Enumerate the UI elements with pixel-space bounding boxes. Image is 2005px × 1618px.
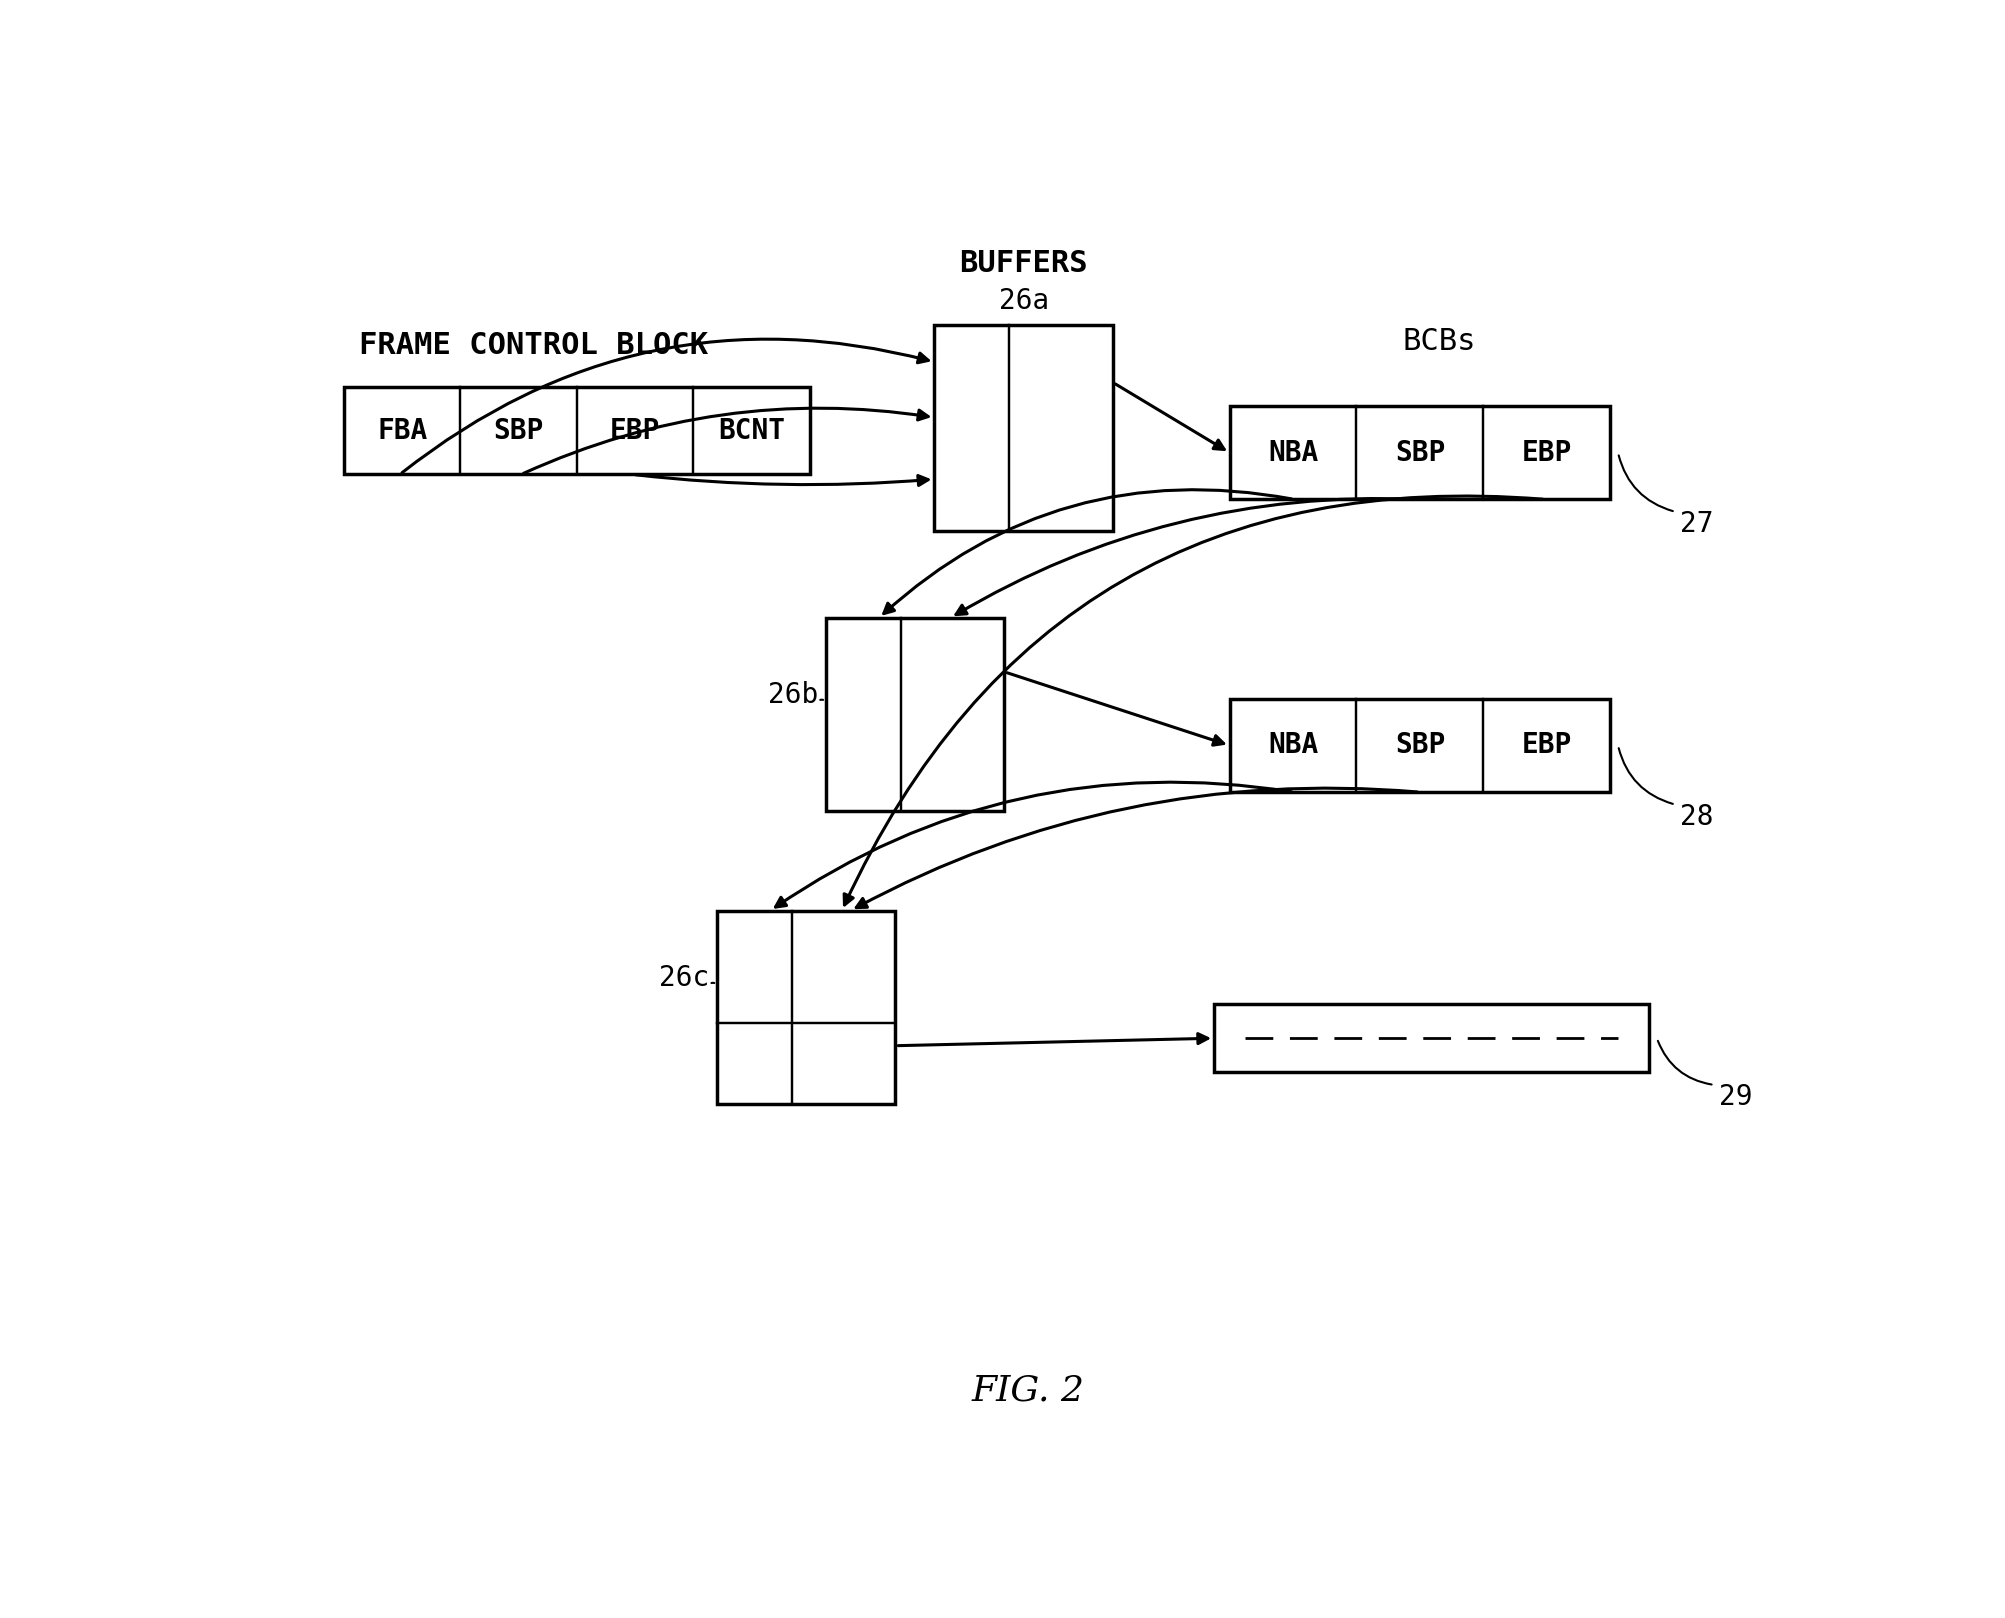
Bar bbox=[1229, 699, 1610, 793]
Text: NBA: NBA bbox=[1267, 438, 1317, 466]
Bar bbox=[934, 325, 1113, 531]
Text: FIG. 2: FIG. 2 bbox=[970, 1374, 1085, 1408]
Text: EBP: EBP bbox=[610, 417, 660, 445]
Text: NBA: NBA bbox=[1267, 731, 1317, 759]
Bar bbox=[826, 618, 1005, 811]
Bar bbox=[1215, 1003, 1648, 1073]
Text: BCNT: BCNT bbox=[718, 417, 786, 445]
Text: BUFFERS: BUFFERS bbox=[958, 249, 1089, 278]
Text: 26a: 26a bbox=[998, 286, 1049, 316]
Text: BCBs: BCBs bbox=[1401, 327, 1476, 356]
Text: 28: 28 bbox=[1680, 803, 1714, 832]
Bar bbox=[1229, 406, 1610, 500]
Text: 26c: 26c bbox=[660, 964, 710, 992]
Text: FRAME CONTROL BLOCK: FRAME CONTROL BLOCK bbox=[359, 330, 708, 359]
Text: SBP: SBP bbox=[1395, 731, 1446, 759]
Text: 29: 29 bbox=[1718, 1084, 1752, 1112]
Text: SBP: SBP bbox=[1395, 438, 1446, 466]
Text: EBP: EBP bbox=[1522, 731, 1572, 759]
Text: 26b: 26b bbox=[768, 681, 818, 709]
Text: EBP: EBP bbox=[1522, 438, 1572, 466]
Text: SBP: SBP bbox=[493, 417, 543, 445]
Bar bbox=[716, 911, 896, 1103]
Text: 27: 27 bbox=[1680, 510, 1714, 539]
Text: FBA: FBA bbox=[377, 417, 427, 445]
Bar bbox=[345, 387, 810, 474]
